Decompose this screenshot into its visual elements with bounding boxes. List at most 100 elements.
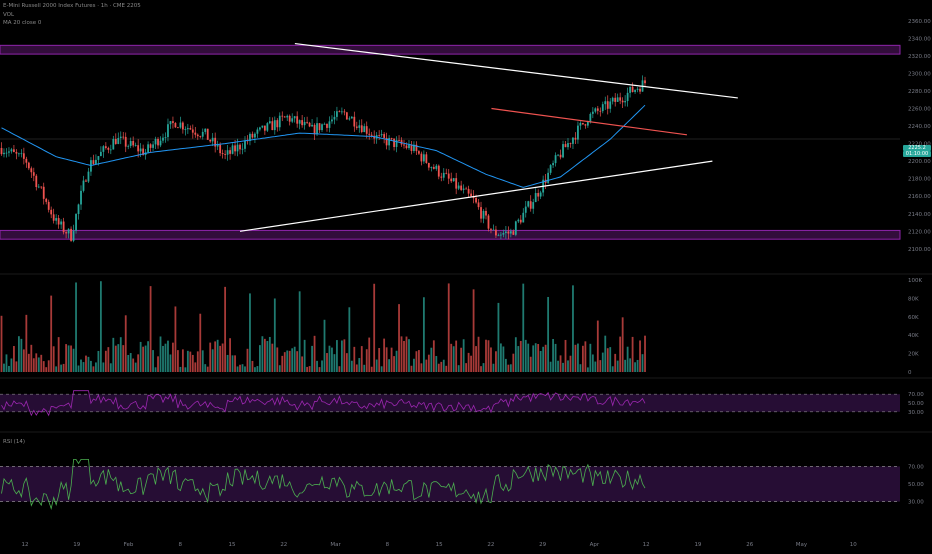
volume-axis-tick: 0 xyxy=(908,370,912,376)
volume-bar xyxy=(574,344,577,372)
candle-body xyxy=(495,229,497,236)
volume-bar xyxy=(360,346,363,372)
candle-body xyxy=(475,198,477,203)
price-axis-tick: 2340.00 xyxy=(908,36,931,42)
volume-bar xyxy=(306,366,309,372)
volume-bar xyxy=(263,338,266,372)
candle-body xyxy=(455,178,458,189)
volume-bar xyxy=(278,365,281,372)
candle-body xyxy=(32,172,35,176)
candle-body xyxy=(437,165,440,177)
candle-body xyxy=(370,134,373,136)
candle-body xyxy=(621,100,624,103)
volume-bar xyxy=(333,354,336,372)
volume-bar xyxy=(67,345,70,372)
candle-body xyxy=(403,144,405,146)
oscillator-2-band xyxy=(0,466,900,502)
candle-body xyxy=(353,116,356,127)
candle-body xyxy=(373,135,376,139)
candle-body xyxy=(500,234,502,236)
candle-body xyxy=(159,140,162,146)
volume-bar xyxy=(472,289,475,372)
volume-bar xyxy=(291,348,294,372)
volume-bar xyxy=(167,340,169,372)
candle-body xyxy=(477,202,480,208)
volume-bar xyxy=(169,354,172,372)
candle-body xyxy=(129,141,132,146)
candle-body xyxy=(462,188,465,190)
candle-body xyxy=(331,119,333,122)
volume-bar xyxy=(569,355,572,372)
candle-body xyxy=(549,165,552,173)
volume-bar xyxy=(13,346,15,372)
volume-group xyxy=(0,281,646,372)
candle-body xyxy=(467,188,470,194)
candle-body xyxy=(249,133,251,141)
volume-bar xyxy=(60,364,63,372)
volume-bar xyxy=(259,345,261,372)
candle-body xyxy=(296,116,299,124)
volume-bar xyxy=(445,365,448,372)
volume-bar xyxy=(450,343,453,372)
volume-bar xyxy=(328,345,331,372)
volume-bar xyxy=(249,293,251,372)
volume-bar xyxy=(271,343,274,372)
candle-body xyxy=(127,145,130,147)
price-axis-tick: 2180.00 xyxy=(908,177,931,183)
candle-body xyxy=(139,148,142,152)
volume-bar xyxy=(82,362,85,372)
candle-body xyxy=(350,116,353,119)
support-resistance-zone xyxy=(0,229,901,240)
volume-bar xyxy=(475,346,477,372)
time-axis-label: 22 xyxy=(487,542,494,548)
price-axis-tick: 2360.00 xyxy=(908,19,931,25)
candle-body xyxy=(447,173,450,179)
candle-body xyxy=(591,111,594,114)
volume-bar xyxy=(442,359,445,372)
candle-body xyxy=(604,101,607,105)
time-axis-label: 26 xyxy=(746,542,753,548)
volume-bar xyxy=(99,281,102,372)
candle-body xyxy=(338,111,341,113)
candle-body xyxy=(482,210,485,219)
volume-bar xyxy=(591,354,594,372)
candle-body xyxy=(460,185,463,190)
rsi-legend: RSI (14) xyxy=(3,439,25,445)
volume-bar xyxy=(482,363,485,372)
volume-bar xyxy=(20,338,23,372)
volume-bar xyxy=(256,366,259,372)
price-axis-tick: 2260.00 xyxy=(908,106,931,112)
candle-body xyxy=(60,221,63,225)
candle-body xyxy=(639,88,641,92)
time-axis-label: 19 xyxy=(73,542,80,548)
volume-bar xyxy=(288,350,291,372)
volume-bar xyxy=(487,340,490,372)
time-axis-label: 22 xyxy=(280,542,287,548)
candle-body xyxy=(157,138,159,146)
support-resistance-zone xyxy=(0,44,901,55)
volume-bar xyxy=(512,353,515,372)
volume-bar xyxy=(326,353,328,372)
candle-body xyxy=(65,232,67,234)
candle-body xyxy=(254,133,256,138)
volume-bar xyxy=(519,340,522,372)
price-axis-tick: 2220.00 xyxy=(908,142,931,148)
volume-bar xyxy=(17,336,20,372)
volume-bar xyxy=(358,358,361,372)
volume-bar xyxy=(162,345,164,372)
candle-body xyxy=(584,124,587,126)
candle-body xyxy=(614,97,617,102)
volume-bar xyxy=(577,343,579,372)
candle-body xyxy=(162,137,164,141)
volume-bar xyxy=(611,366,614,372)
volume-bar xyxy=(90,360,92,372)
candle-body xyxy=(288,115,291,122)
candle-body xyxy=(363,126,366,133)
candle-body xyxy=(231,145,234,154)
volume-bar xyxy=(517,346,520,372)
volume-bar xyxy=(254,367,256,372)
symbol-title[interactable]: E-Mini Russell 2000 Index Futures · 1h ·… xyxy=(3,3,141,9)
volume-bar xyxy=(25,314,28,372)
